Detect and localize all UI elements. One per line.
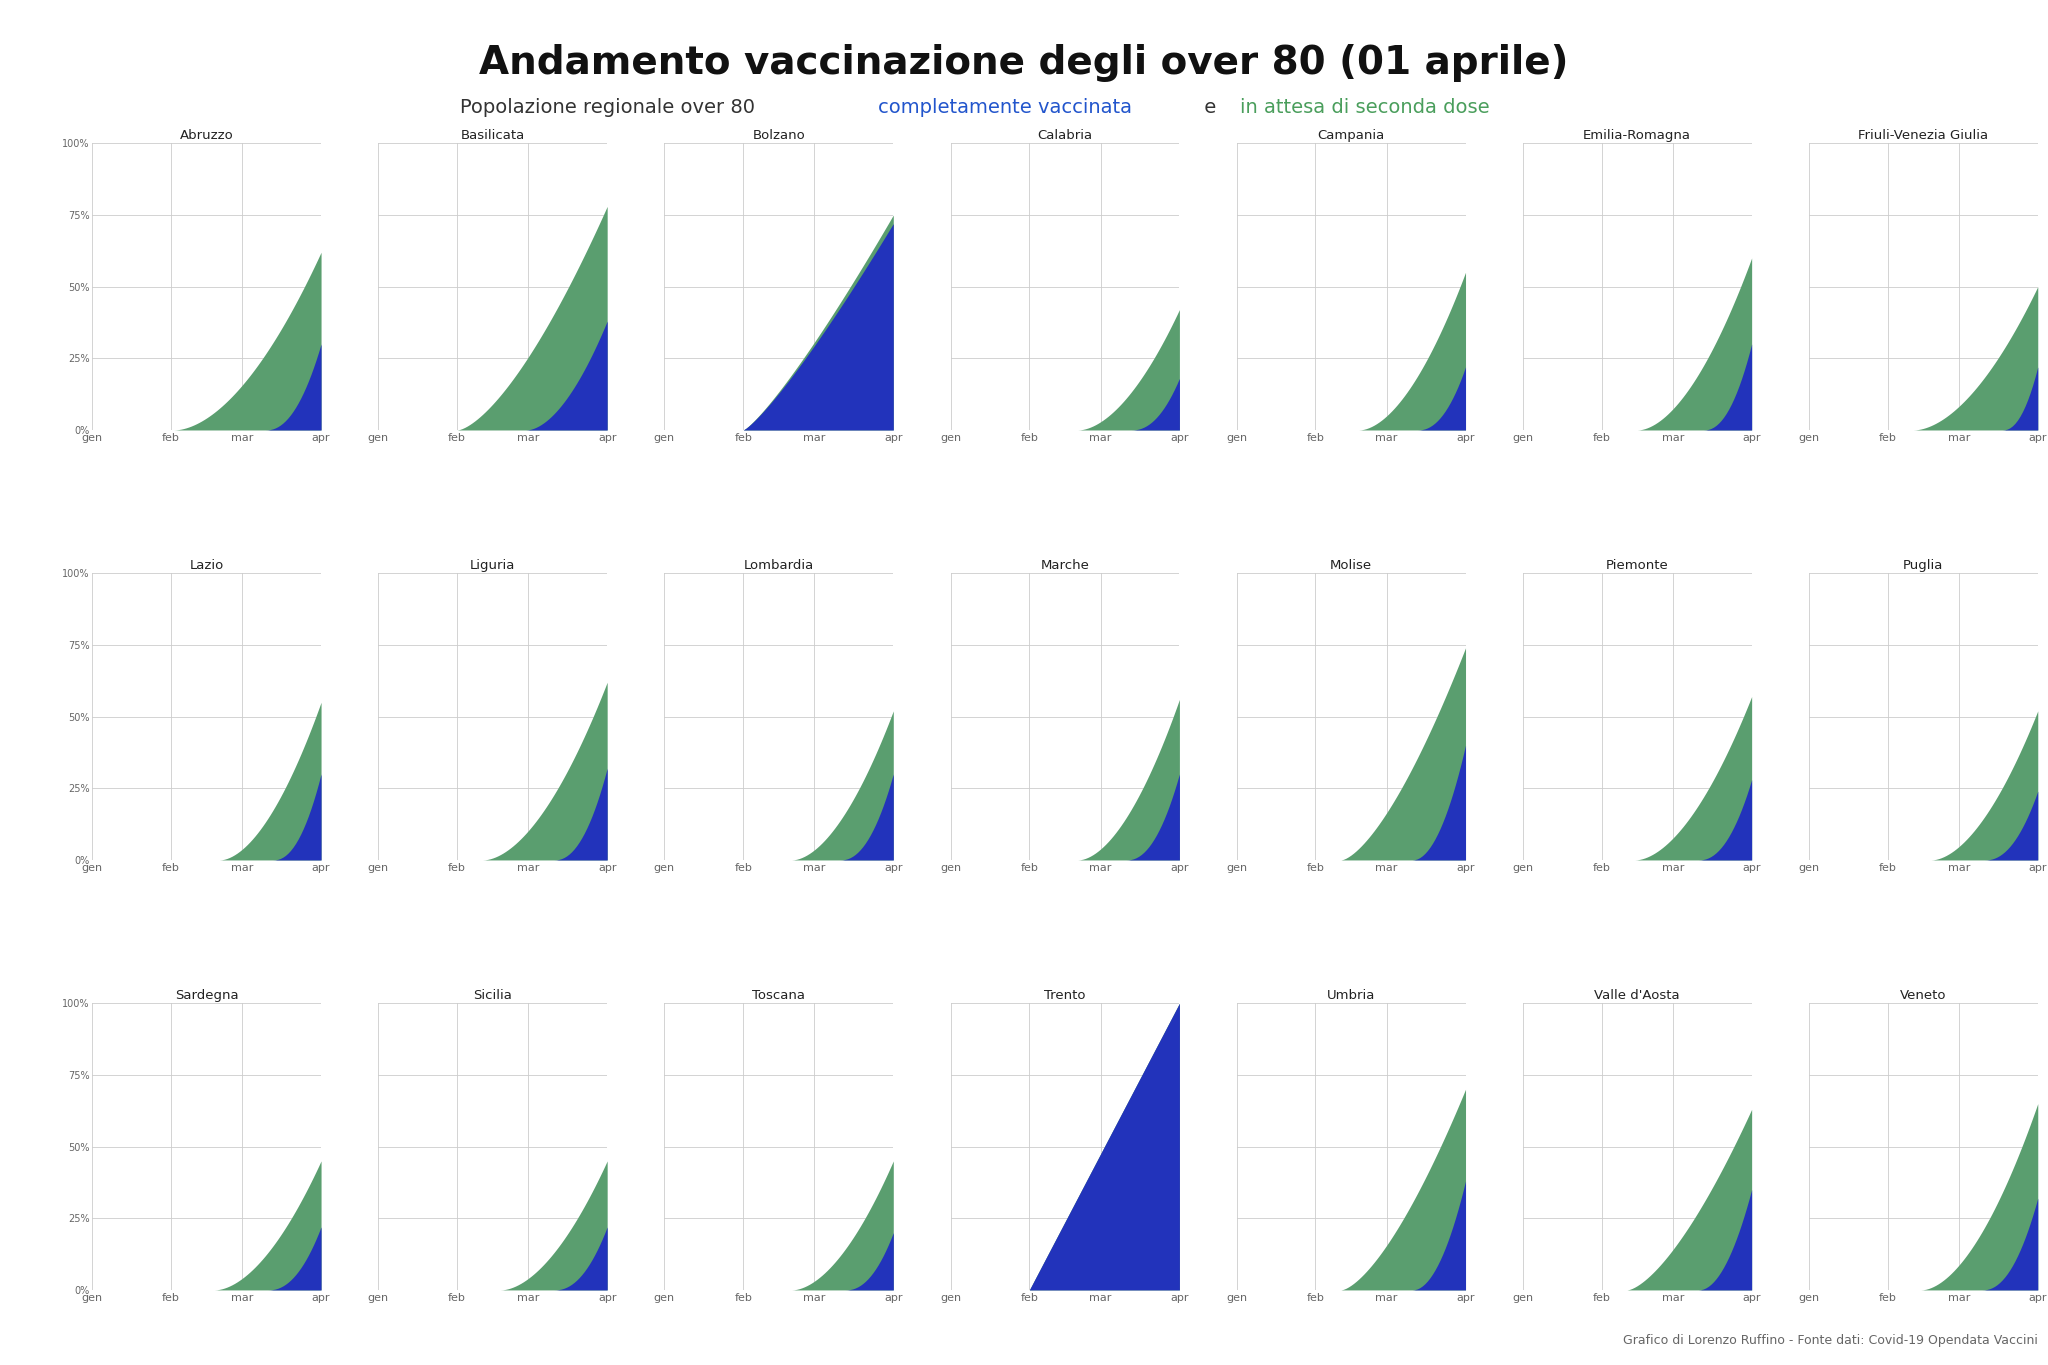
Title: Umbria: Umbria xyxy=(1327,990,1376,1002)
Title: Veneto: Veneto xyxy=(1901,990,1946,1002)
Text: Popolazione regionale over 80: Popolazione regionale over 80 xyxy=(461,98,762,117)
Text: Andamento vaccinazione degli over 80 (01 aprile): Andamento vaccinazione degli over 80 (01… xyxy=(479,44,1569,82)
Title: Sicilia: Sicilia xyxy=(473,990,512,1002)
Title: Campania: Campania xyxy=(1317,130,1384,142)
Title: Molise: Molise xyxy=(1329,560,1372,572)
Title: Emilia-Romagna: Emilia-Romagna xyxy=(1583,130,1692,142)
Title: Lazio: Lazio xyxy=(190,560,223,572)
Title: Lombardia: Lombardia xyxy=(743,560,813,572)
Title: Sardegna: Sardegna xyxy=(174,990,238,1002)
Title: Toscana: Toscana xyxy=(752,990,805,1002)
Title: Abruzzo: Abruzzo xyxy=(180,130,233,142)
Title: Bolzano: Bolzano xyxy=(752,130,805,142)
Title: Liguria: Liguria xyxy=(471,560,516,572)
Text: in attesa di seconda dose: in attesa di seconda dose xyxy=(1239,98,1489,117)
Text: completamente vaccinata: completamente vaccinata xyxy=(879,98,1133,117)
Title: Piemonte: Piemonte xyxy=(1606,560,1669,572)
Title: Valle d'Aosta: Valle d'Aosta xyxy=(1595,990,1679,1002)
Text: Grafico di Lorenzo Ruffino - Fonte dati: Covid-19 Opendata Vaccini: Grafico di Lorenzo Ruffino - Fonte dati:… xyxy=(1622,1334,2038,1347)
Title: Basilicata: Basilicata xyxy=(461,130,524,142)
Title: Puglia: Puglia xyxy=(1903,560,1944,572)
Title: Calabria: Calabria xyxy=(1038,130,1092,142)
Title: Marche: Marche xyxy=(1040,560,1090,572)
Text: e: e xyxy=(1198,98,1223,117)
Title: Friuli-Venezia Giulia: Friuli-Venezia Giulia xyxy=(1858,130,1989,142)
Title: Trento: Trento xyxy=(1044,990,1085,1002)
